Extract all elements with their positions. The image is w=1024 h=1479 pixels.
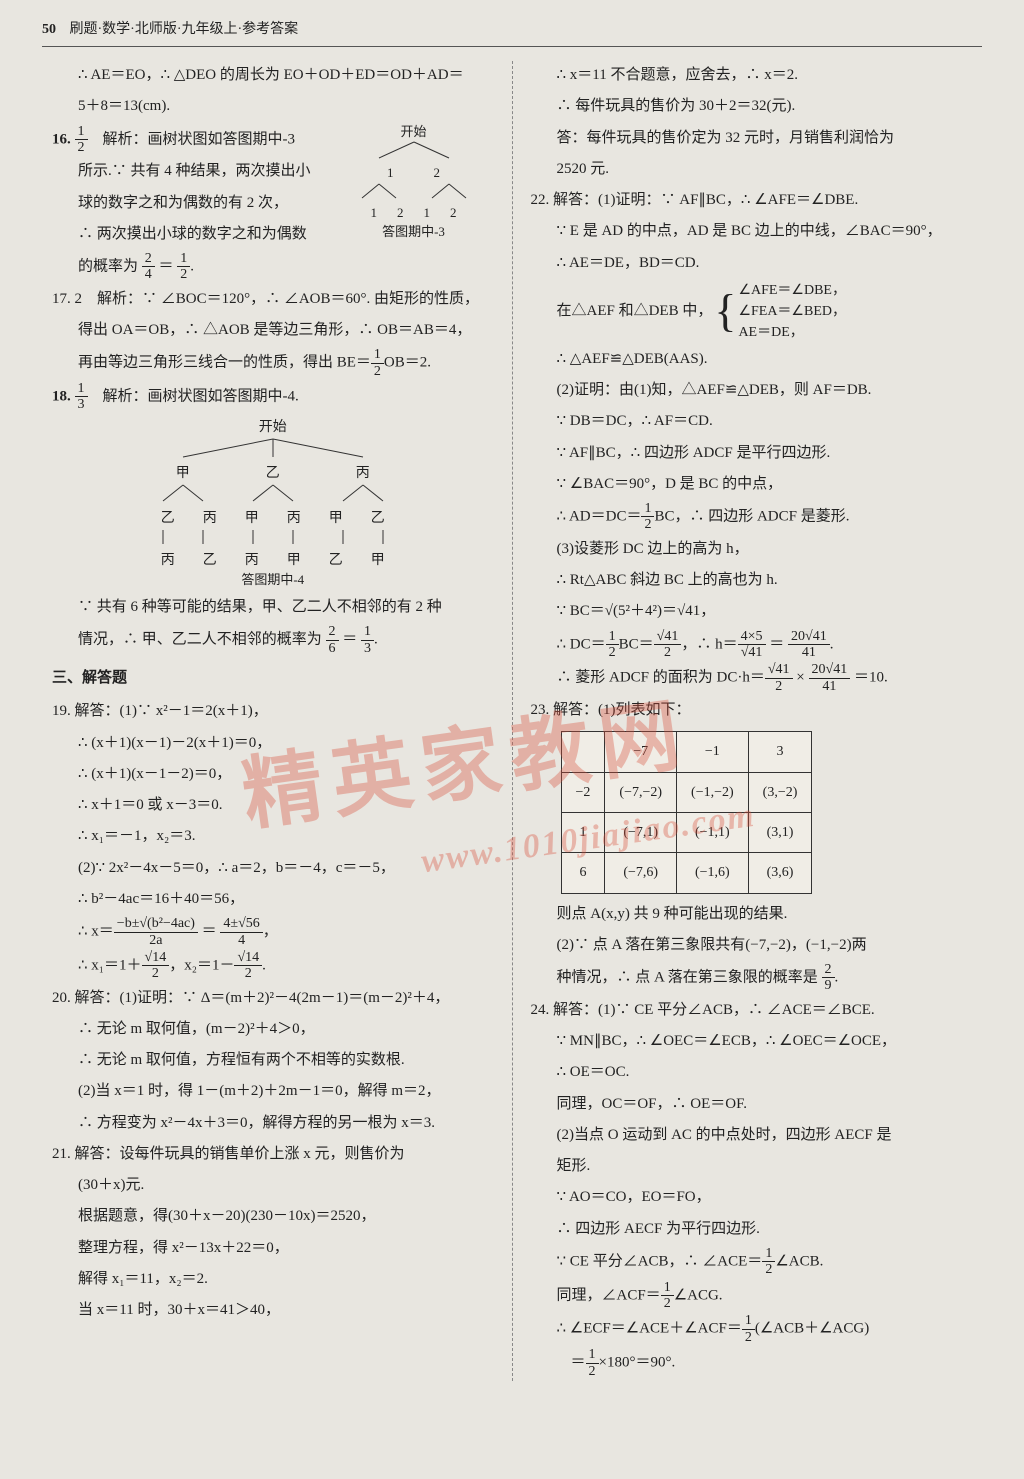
question-23: 23. 解答：(1)列表如下： xyxy=(531,696,973,725)
question-22: 22. 解答：(1)证明：∵ AF∥BC，∴ ∠AFE＝∠DBE. xyxy=(531,186,973,215)
question-17: 17. 2 解析：∵ ∠BOC＝120°，∴ ∠AOB＝60°. 由矩形的性质， xyxy=(52,285,494,314)
tree-figure-2: 开始 甲乙丙 乙丙甲丙甲乙 丙乙丙甲乙甲 答图期中-4 xyxy=(52,419,494,589)
column-divider xyxy=(512,61,513,1381)
page-header: 50 刷题·数学·北师版·九年级上·参考答案 xyxy=(42,18,982,47)
tree-start: 开始 xyxy=(334,124,494,141)
question-number: 16. xyxy=(52,131,71,147)
figure-caption: 答图期中-3 xyxy=(334,224,494,241)
page-number: 50 xyxy=(42,22,56,37)
question-21: 21. 解答：设每件玩具的销售单价上涨 x 元，则售价为 xyxy=(52,1140,494,1169)
question-19: 19. 解答：(1)∵ x²－1＝2(x＋1)， xyxy=(52,697,494,726)
section-heading: 三、解答题 xyxy=(52,664,494,693)
question-20: 20. 解答：(1)证明：∵ Δ＝(m＋2)²－4(2m－1)＝(m－2)²＋4… xyxy=(52,984,494,1013)
question-24: 24. 解答：(1)∵ CE 平分∠ACB，∴ ∠ACE＝∠BCE. xyxy=(531,996,973,1025)
left-column: ∴ AE＝EO，∴ △DEO 的周长为 EO＋OD＋ED＝OD＋AD＝ 5＋8＝… xyxy=(42,61,504,1381)
figure-caption: 答图期中-4 xyxy=(52,572,494,589)
right-column: ∴ x＝11 不合题意，应舍去，∴ x＝2. ∴ 每件玩具的售价为 30＋2＝3… xyxy=(521,61,983,1381)
header-title: 刷题·数学·北师版·九年级上·参考答案 xyxy=(70,22,299,37)
text-line: ∴ AE＝EO，∴ △DEO 的周长为 EO＋OD＋ED＝OD＋AD＝ xyxy=(52,61,494,90)
tree-figure-1: 开始 12 1212 答图期中-3 xyxy=(334,124,494,241)
text-line: 5＋8＝13(cm). xyxy=(52,92,494,121)
tree-start: 开始 xyxy=(52,419,494,437)
points-table: −7−13 −2(−7,−2)(−1,−2)(3,−2) 1(−7,1)(−1,… xyxy=(561,731,813,893)
question-number: 18. xyxy=(52,388,71,404)
